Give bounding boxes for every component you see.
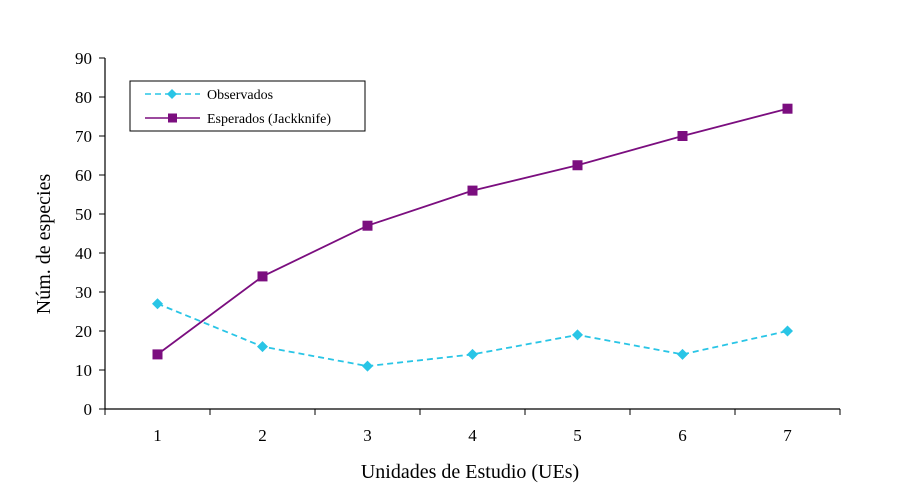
y-axis-title: Núm. de especies xyxy=(33,174,55,315)
y-tick-label: 20 xyxy=(75,322,92,341)
data-point-esperados xyxy=(152,349,163,360)
x-tick-label: 5 xyxy=(573,426,582,445)
legend: Observados Esperados (Jackknife) xyxy=(129,80,366,132)
data-point-observados xyxy=(362,360,373,372)
x-tick-labels: 1 2 3 4 5 6 7 xyxy=(153,426,792,445)
x-tick-label: 1 xyxy=(153,426,162,445)
x-tick-label: 7 xyxy=(783,426,792,445)
y-tick-labels: 0 10 20 30 40 50 60 70 80 90 xyxy=(75,49,92,419)
x-tick-label: 4 xyxy=(468,426,477,445)
data-point-esperados xyxy=(782,103,793,114)
data-point-observados xyxy=(467,348,478,360)
legend-label-esperados: Esperados (Jackknife) xyxy=(207,112,331,127)
x-tick-label: 3 xyxy=(363,426,372,445)
series-group xyxy=(152,103,793,372)
y-tick-label: 80 xyxy=(75,88,92,107)
legend-marker-observados xyxy=(167,89,177,99)
x-axis-title: Unidades de Estudio (UEs) xyxy=(361,461,579,483)
y-tick-label: 50 xyxy=(75,205,92,224)
x-tick-label: 2 xyxy=(258,426,267,445)
data-point-observados xyxy=(572,329,583,341)
legend-label-observados: Observados xyxy=(207,88,273,103)
data-point-esperados xyxy=(257,271,268,282)
legend-box xyxy=(129,80,366,132)
data-point-observados xyxy=(152,298,163,310)
data-point-esperados xyxy=(677,131,688,141)
y-tick-label: 30 xyxy=(75,283,92,302)
data-point-esperados xyxy=(572,160,583,171)
data-point-esperados xyxy=(362,220,373,231)
series-line-esperados xyxy=(156,107,788,356)
data-point-observados xyxy=(782,325,793,337)
y-tick-label: 60 xyxy=(75,166,92,185)
axes xyxy=(99,57,841,415)
y-tick-label: 70 xyxy=(75,127,92,146)
y-tick-label: 90 xyxy=(75,49,92,68)
legend-marker-esperados xyxy=(168,113,177,123)
data-point-observados xyxy=(257,341,268,353)
y-tick-label: 0 xyxy=(84,400,93,419)
data-point-esperados xyxy=(467,185,478,196)
data-point-observados xyxy=(677,348,688,360)
y-tick-label: 40 xyxy=(75,244,92,263)
x-tick-label: 6 xyxy=(678,426,687,445)
y-tick-label: 10 xyxy=(75,361,92,380)
